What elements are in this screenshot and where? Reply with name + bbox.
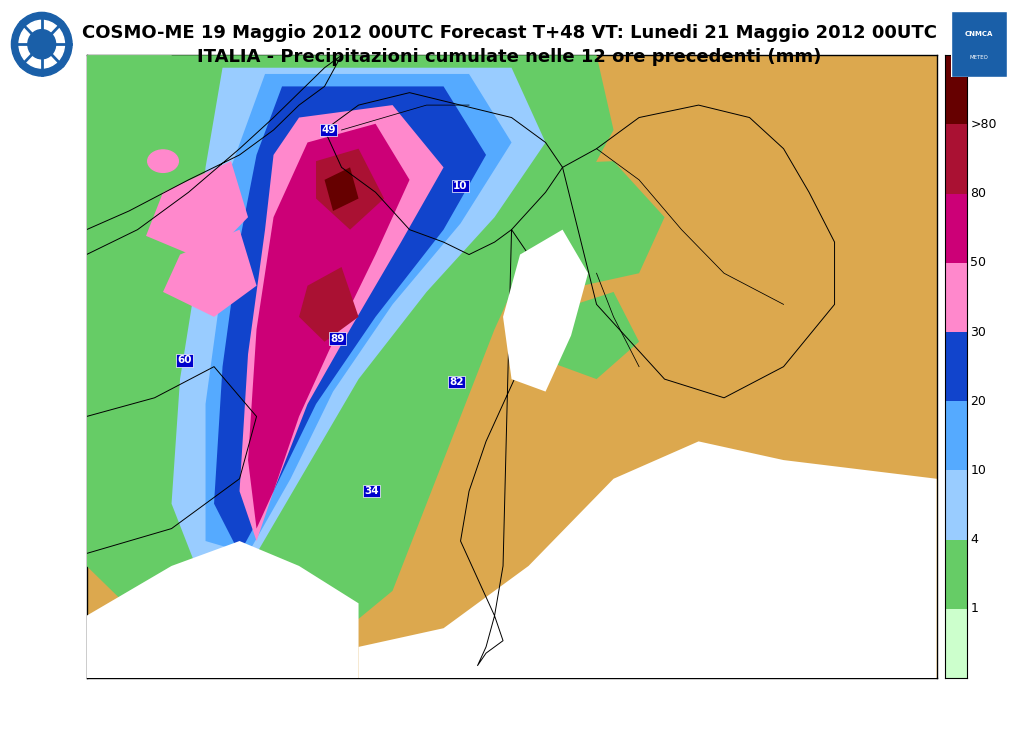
Polygon shape [87, 254, 206, 367]
Circle shape [27, 29, 56, 59]
Text: 4: 4 [970, 533, 978, 546]
Text: >80: >80 [970, 118, 997, 131]
Circle shape [19, 21, 64, 68]
Text: ITALIA - Precipitazioni cumulate nelle 12 ore precedenti (mm): ITALIA - Precipitazioni cumulate nelle 1… [196, 49, 822, 66]
Bar [945, 263, 967, 332]
Circle shape [148, 150, 178, 172]
Bar [945, 194, 967, 263]
Text: 89: 89 [330, 334, 344, 343]
Text: 1: 1 [970, 602, 978, 615]
Polygon shape [214, 86, 486, 553]
Polygon shape [87, 55, 197, 167]
Text: 10: 10 [970, 464, 986, 477]
Text: 80: 80 [970, 187, 986, 200]
Polygon shape [325, 167, 358, 211]
Text: 50: 50 [970, 256, 986, 269]
Polygon shape [87, 541, 358, 678]
Polygon shape [87, 391, 171, 492]
Polygon shape [248, 124, 409, 528]
Polygon shape [503, 230, 588, 391]
Text: CNMCA: CNMCA [965, 31, 993, 38]
Text: METEO: METEO [969, 55, 988, 60]
Polygon shape [469, 161, 665, 292]
Polygon shape [239, 105, 444, 541]
Text: 82: 82 [449, 377, 463, 387]
Text: 30: 30 [970, 326, 986, 338]
Text: 10: 10 [453, 181, 468, 191]
Bar [945, 470, 967, 539]
Bar [945, 539, 967, 609]
Polygon shape [146, 161, 248, 261]
Bar [945, 401, 967, 470]
Bar [945, 125, 967, 194]
Text: COSMO-ME 19 Maggio 2012 00UTC Forecast T+48 VT: Lunedi 21 Maggio 2012 00UTC: COSMO-ME 19 Maggio 2012 00UTC Forecast T… [81, 24, 937, 42]
Polygon shape [299, 267, 358, 342]
Circle shape [202, 214, 227, 233]
Bar [945, 332, 967, 401]
Polygon shape [316, 149, 384, 230]
Circle shape [11, 13, 72, 76]
Text: 20: 20 [970, 395, 986, 408]
Polygon shape [171, 68, 546, 591]
Bar [945, 609, 967, 678]
Polygon shape [87, 55, 614, 666]
Polygon shape [528, 292, 639, 379]
Polygon shape [206, 74, 511, 553]
Circle shape [177, 190, 200, 206]
Text: 49: 49 [322, 125, 336, 135]
Text: 34: 34 [364, 486, 379, 496]
Text: 60: 60 [177, 355, 191, 366]
Polygon shape [358, 441, 937, 678]
Polygon shape [163, 230, 257, 317]
Bar [945, 55, 967, 125]
